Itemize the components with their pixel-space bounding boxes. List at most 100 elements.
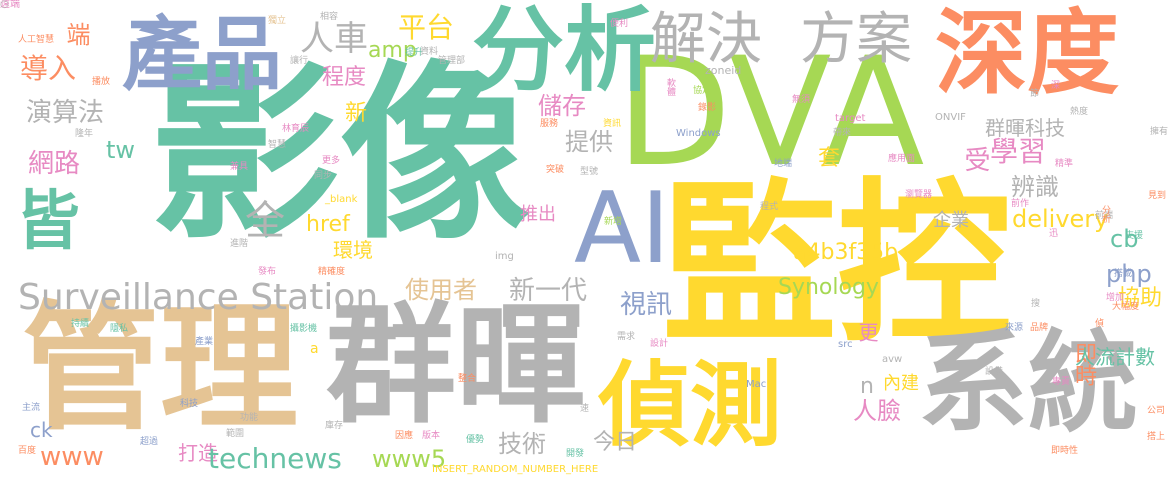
word-110: 需求 bbox=[617, 332, 636, 342]
word-101: 帶來 bbox=[833, 128, 852, 138]
word-120: 範圍 bbox=[226, 429, 245, 439]
word-57: 今日 bbox=[593, 430, 638, 455]
word-88: 因應 bbox=[395, 431, 414, 441]
word-143: 全 bbox=[245, 198, 285, 244]
word-30: 群暉科技 bbox=[985, 116, 1065, 140]
word-99: 程式 bbox=[760, 202, 779, 212]
word-62: zoneid bbox=[705, 64, 742, 77]
word-56: www5 bbox=[372, 445, 447, 473]
word-65: img bbox=[495, 251, 514, 262]
word-26: 網路 bbox=[28, 149, 81, 179]
word-144: 遠端 bbox=[0, 0, 20, 10]
word-139: 速 bbox=[580, 404, 590, 414]
word-44: 視訊 bbox=[620, 290, 673, 320]
word-102: 見到 bbox=[1148, 191, 1167, 201]
word-8: 分析 bbox=[472, 0, 657, 104]
word-0: 影像 bbox=[150, 44, 531, 265]
word-24: tw bbox=[106, 136, 136, 164]
word-113: 專責 bbox=[1052, 377, 1071, 387]
word-108: 來源 bbox=[1005, 323, 1024, 333]
word-41: php bbox=[1106, 260, 1152, 288]
word-21: 程度 bbox=[322, 65, 367, 90]
word-131: 庫存 bbox=[325, 421, 344, 431]
word-69: 人工智慧 bbox=[18, 35, 55, 45]
word-47: 人流計數 bbox=[1075, 345, 1155, 369]
word-37: a4b3f35b bbox=[793, 240, 899, 265]
word-84: 主流 bbox=[22, 403, 41, 413]
word-66: src bbox=[838, 339, 853, 350]
word-31: 辨識 bbox=[1011, 173, 1059, 201]
word-89: 版本 bbox=[422, 431, 441, 441]
word-103: 前端 bbox=[1095, 211, 1114, 221]
word-28: 受 bbox=[960, 146, 990, 172]
word-112: 整合 bbox=[458, 374, 477, 384]
word-95: 同步 bbox=[314, 171, 333, 181]
word-118: 發布 bbox=[258, 267, 277, 277]
word-81: 精確度 bbox=[318, 267, 346, 277]
word-50: 人臉 bbox=[853, 397, 901, 425]
word-124: 管理部 bbox=[438, 56, 466, 66]
word-140: 深 bbox=[1049, 80, 1059, 89]
word-126: 兼具 bbox=[230, 162, 249, 172]
word-11: 皆 bbox=[16, 185, 80, 259]
word-10: AI bbox=[574, 172, 670, 286]
word-6: 偵測 bbox=[598, 352, 783, 459]
word-7: 深度 bbox=[935, 0, 1120, 107]
word-67: avw bbox=[882, 354, 903, 365]
word-60: Mac bbox=[746, 379, 767, 390]
word-92: 公司 bbox=[1147, 406, 1166, 416]
word-59: Windows bbox=[676, 128, 721, 139]
word-123: 資料 bbox=[420, 47, 439, 57]
word-4: 群暉 bbox=[326, 289, 587, 441]
word-20: 演算法 bbox=[26, 98, 105, 128]
word-34: href bbox=[306, 212, 350, 237]
word-2: DVA bbox=[616, 26, 925, 200]
word-121: 超過 bbox=[140, 437, 159, 447]
word-111: 設計 bbox=[650, 339, 669, 349]
word-42: Synology bbox=[778, 275, 879, 300]
word-87: 功能 bbox=[240, 413, 259, 423]
word-128: 讓行 bbox=[290, 56, 309, 66]
word-22: 新 bbox=[345, 101, 368, 126]
word-16: amp bbox=[368, 38, 417, 63]
word-9: 產品 bbox=[122, 8, 282, 101]
word-96: 更多 bbox=[322, 156, 341, 166]
word-83: 大幅度 bbox=[1112, 302, 1140, 312]
word-79: 應用面 bbox=[888, 154, 916, 164]
word-109: 品牌 bbox=[1030, 323, 1049, 333]
word-82: 熱度 bbox=[1070, 107, 1089, 117]
word-141: 精準 bbox=[1055, 159, 1074, 169]
word-68: a bbox=[310, 341, 319, 357]
word-64: target bbox=[835, 113, 866, 124]
word-25: 提供 bbox=[565, 128, 613, 156]
word-18: 端 bbox=[62, 22, 90, 46]
word-39: 使用者 bbox=[405, 276, 477, 304]
word-105: 支援 bbox=[1125, 231, 1144, 241]
word-78: 資訊 bbox=[603, 119, 622, 129]
word-38: cb bbox=[1110, 225, 1139, 253]
word-134: 迅 bbox=[1049, 229, 1059, 239]
word-33: 企業 bbox=[933, 210, 969, 231]
word-63: ONVIF bbox=[935, 112, 966, 123]
word-5: 系統 bbox=[918, 319, 1138, 447]
word-132: 服務 bbox=[540, 119, 559, 129]
word-107: 增加 bbox=[1106, 293, 1125, 303]
word-70: 播放 bbox=[92, 77, 111, 87]
word-135: 擁有 bbox=[1150, 127, 1169, 137]
word-36: 環境 bbox=[333, 238, 373, 262]
word-17: 平台 bbox=[398, 11, 455, 44]
word-130: 進階 bbox=[230, 239, 249, 249]
word-94: 林育辰 bbox=[282, 124, 310, 134]
word-119: 產業 bbox=[195, 337, 214, 347]
word-27: 學習 bbox=[990, 135, 1047, 168]
word-55: technews bbox=[208, 442, 342, 475]
word-91: 即時性 bbox=[1051, 446, 1079, 456]
word-114: 設備 bbox=[985, 367, 1004, 377]
word-73: 便利 bbox=[610, 19, 629, 29]
word-51: 技術 bbox=[498, 430, 546, 458]
word-45: 即時 bbox=[1071, 342, 1096, 386]
word-40: 新一代 bbox=[509, 276, 588, 306]
word-145: ○ bbox=[0, 0, 9, 10]
word-52: ck bbox=[30, 418, 53, 442]
